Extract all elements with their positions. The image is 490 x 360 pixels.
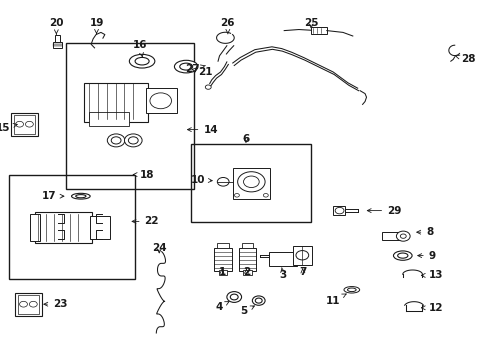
Circle shape <box>205 85 211 89</box>
Text: 26: 26 <box>220 18 235 34</box>
Bar <box>269 252 297 266</box>
Bar <box>53 42 62 48</box>
Text: 9: 9 <box>418 251 436 261</box>
Bar <box>233 168 270 199</box>
Bar <box>18 294 39 314</box>
Bar <box>11 112 38 136</box>
Text: 6: 6 <box>243 134 249 144</box>
Bar <box>14 114 35 134</box>
Bar <box>242 243 253 248</box>
Bar <box>191 144 311 222</box>
Text: 21: 21 <box>192 67 213 77</box>
Circle shape <box>238 172 265 192</box>
Ellipse shape <box>135 58 149 65</box>
Circle shape <box>218 177 229 186</box>
Bar <box>15 292 42 316</box>
Text: 25: 25 <box>304 18 318 28</box>
Ellipse shape <box>398 253 408 258</box>
Text: 1: 1 <box>219 267 225 277</box>
Bar <box>219 270 227 274</box>
Text: 15: 15 <box>0 123 17 133</box>
Text: 28: 28 <box>456 54 476 64</box>
Ellipse shape <box>393 251 412 260</box>
Text: 22: 22 <box>132 216 159 226</box>
Bar <box>55 35 60 42</box>
Text: 17: 17 <box>42 191 64 201</box>
Circle shape <box>227 292 242 302</box>
Circle shape <box>296 251 309 260</box>
Bar <box>382 232 401 240</box>
Bar <box>215 248 232 271</box>
Bar <box>239 248 256 271</box>
Circle shape <box>111 137 121 144</box>
Bar <box>34 212 92 243</box>
Circle shape <box>235 193 239 197</box>
Text: 12: 12 <box>421 303 443 313</box>
Ellipse shape <box>129 54 155 68</box>
Text: 11: 11 <box>326 294 346 306</box>
Bar <box>311 27 327 34</box>
Circle shape <box>128 137 138 144</box>
Bar <box>293 246 312 265</box>
Circle shape <box>29 301 37 307</box>
Text: 18: 18 <box>133 170 154 180</box>
Circle shape <box>244 176 259 188</box>
Text: 10: 10 <box>190 175 212 185</box>
Bar <box>243 270 252 274</box>
Ellipse shape <box>180 63 193 70</box>
Text: 27: 27 <box>185 64 205 74</box>
Text: 14: 14 <box>188 125 218 135</box>
Circle shape <box>124 134 142 147</box>
Bar <box>89 112 129 126</box>
Text: 20: 20 <box>49 18 64 34</box>
Bar <box>29 214 40 241</box>
Text: 5: 5 <box>240 306 254 316</box>
Circle shape <box>396 231 410 241</box>
Bar <box>66 43 194 189</box>
Circle shape <box>252 296 265 305</box>
Text: 23: 23 <box>44 299 68 309</box>
Text: 19: 19 <box>89 18 104 34</box>
Circle shape <box>255 298 262 303</box>
Circle shape <box>335 207 344 214</box>
Text: 29: 29 <box>368 206 401 216</box>
Text: 13: 13 <box>421 270 443 280</box>
Circle shape <box>20 301 27 307</box>
Circle shape <box>400 234 406 238</box>
Text: 8: 8 <box>417 227 434 237</box>
Text: 4: 4 <box>216 302 229 312</box>
Bar <box>9 175 135 279</box>
Bar <box>217 243 229 248</box>
Text: 7: 7 <box>299 267 307 277</box>
Circle shape <box>150 93 172 109</box>
Circle shape <box>25 121 33 127</box>
Text: 16: 16 <box>132 40 147 57</box>
Bar <box>333 206 345 215</box>
Circle shape <box>16 121 24 127</box>
Circle shape <box>230 294 238 300</box>
Bar <box>90 216 110 239</box>
Text: 3: 3 <box>280 267 287 280</box>
Ellipse shape <box>347 288 356 292</box>
Circle shape <box>264 193 269 197</box>
Circle shape <box>107 134 125 147</box>
Ellipse shape <box>76 195 86 198</box>
Bar <box>146 88 177 113</box>
Ellipse shape <box>174 60 198 73</box>
Text: 24: 24 <box>152 243 167 253</box>
Ellipse shape <box>72 193 90 199</box>
Ellipse shape <box>344 287 360 293</box>
Text: 2: 2 <box>243 267 250 277</box>
Bar <box>84 83 148 122</box>
